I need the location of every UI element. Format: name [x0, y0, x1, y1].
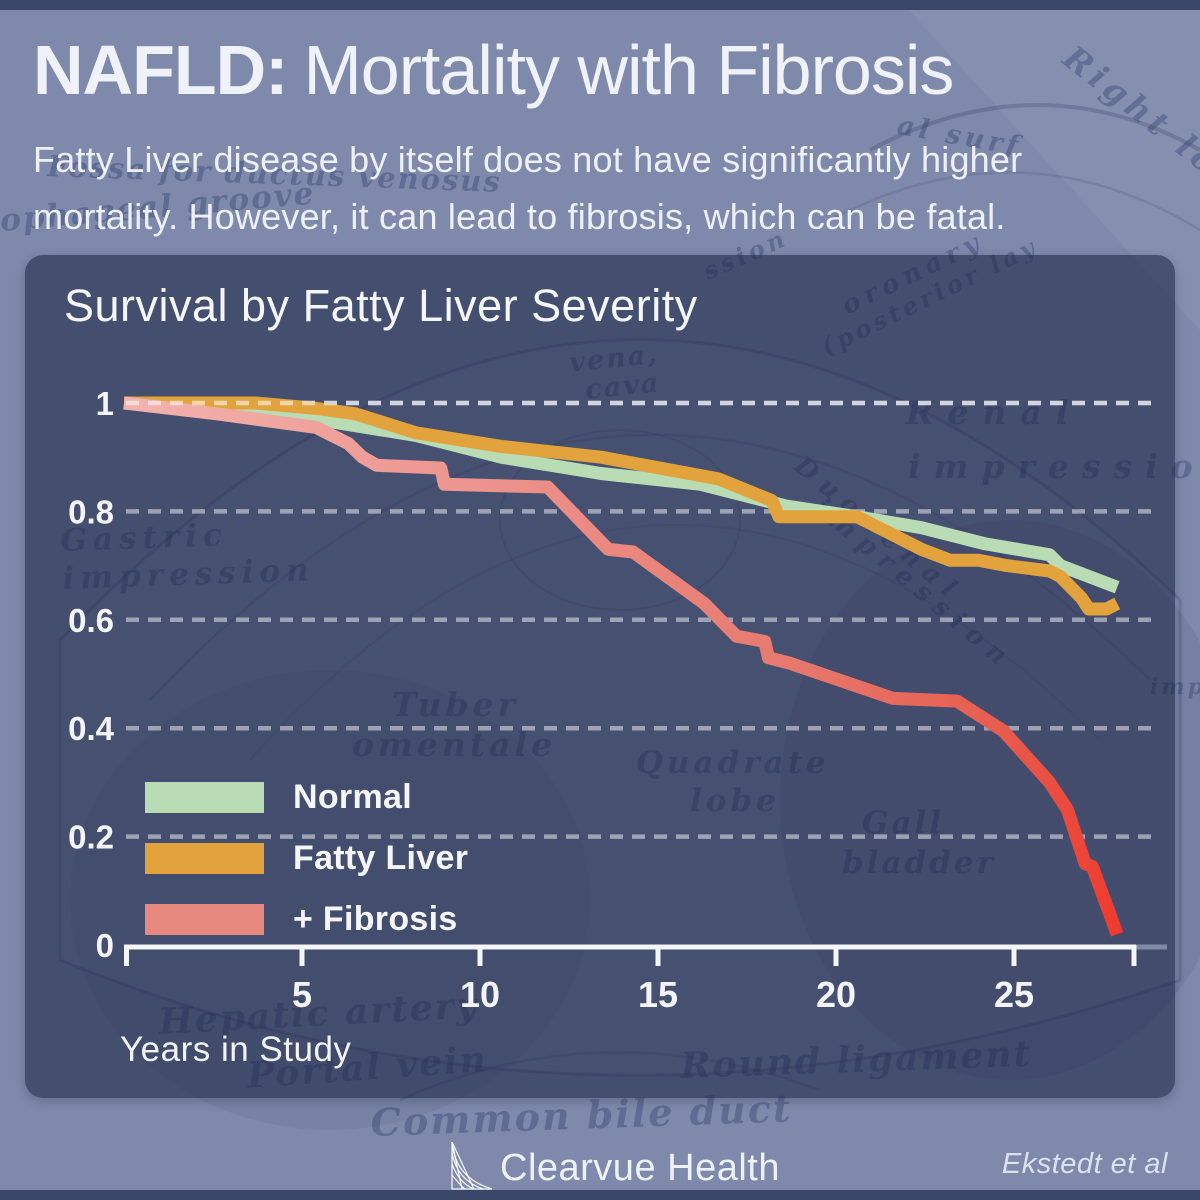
chart-legend: Normal Fatty Liver + Fibrosis [145, 778, 468, 964]
legend-label-fibrosis: + Fibrosis [293, 899, 458, 938]
legend-item-normal: Normal [145, 778, 468, 816]
title-keyword: NAFLD: [33, 31, 288, 109]
top-edge-bar [0, 0, 1200, 10]
chart-panel [25, 255, 1175, 1098]
legend-item-fatty-liver: Fatty Liver [145, 839, 468, 877]
header: NAFLD: Mortality with Fibrosis [33, 31, 954, 109]
legend-item-fibrosis: + Fibrosis [145, 900, 468, 938]
legend-label-fatty-liver: Fatty Liver [293, 838, 469, 877]
page-title: NAFLD: Mortality with Fibrosis [33, 31, 954, 109]
subtitle-block: Fatty Liver disease by itself does not h… [33, 131, 1022, 245]
subtitle-line-2: mortality. However, it can lead to fibro… [33, 196, 1006, 237]
legend-swatch-normal [145, 781, 264, 813]
chart-title: Survival by Fatty Liver Severity [64, 280, 698, 331]
title-rest: Mortality with Fibrosis [303, 31, 954, 109]
bottom-edge-bar [0, 1190, 1200, 1200]
x-axis-title: Years in Study [120, 1030, 352, 1069]
legend-swatch-fatty-liver [145, 842, 264, 874]
engraving-label: Right lobe [1055, 37, 1200, 218]
legend-label-normal: Normal [293, 777, 412, 816]
subtitle-line-1: Fatty Liver disease by itself does not h… [33, 139, 1023, 180]
legend-swatch-fibrosis [145, 903, 264, 935]
